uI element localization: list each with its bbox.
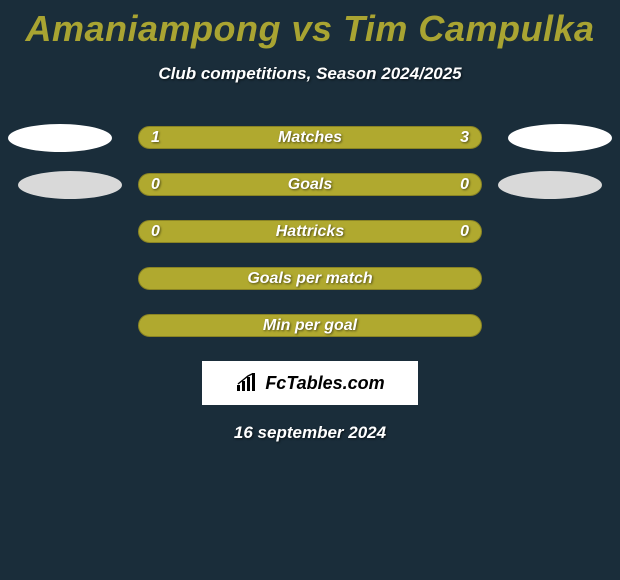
stat-label: Goals xyxy=(288,176,332,194)
stat-bar: 0 Hattricks 0 xyxy=(138,220,482,243)
stat-label: Min per goal xyxy=(263,317,357,335)
stat-label: Goals per match xyxy=(247,270,372,288)
stat-value-right: 0 xyxy=(460,223,469,241)
source-badge[interactable]: FcTables.com xyxy=(202,361,418,405)
stat-label: Hattricks xyxy=(276,223,344,241)
stat-row: 1 Matches 3 xyxy=(0,126,620,149)
ellipse-icon xyxy=(508,124,612,152)
stat-value-right: 0 xyxy=(460,176,469,194)
stat-value-left: 0 xyxy=(151,176,160,194)
stat-value-left: 1 xyxy=(151,129,160,147)
stat-row: Min per goal xyxy=(0,314,620,337)
stat-value-right: 3 xyxy=(460,129,469,147)
ellipse-icon xyxy=(498,171,602,199)
stat-row: Goals per match xyxy=(0,267,620,290)
stat-bar: 0 Goals 0 xyxy=(138,173,482,196)
badge-text: FcTables.com xyxy=(265,373,384,394)
ellipse-icon xyxy=(18,171,122,199)
ellipse-icon xyxy=(8,124,112,152)
stat-value-left: 0 xyxy=(151,223,160,241)
subtitle: Club competitions, Season 2024/2025 xyxy=(0,64,620,84)
stat-row: 0 Hattricks 0 xyxy=(0,220,620,243)
stat-row: 0 Goals 0 xyxy=(0,173,620,196)
stat-bar: Goals per match xyxy=(138,267,482,290)
bars-icon xyxy=(235,373,261,393)
stat-rows: 1 Matches 3 0 Goals 0 0 Hattricks 0 Goal… xyxy=(0,126,620,337)
page-title: Amaniampong vs Tim Campulka xyxy=(0,0,620,50)
stat-bar: 1 Matches 3 xyxy=(138,126,482,149)
date-label: 16 september 2024 xyxy=(0,423,620,443)
stat-bar: Min per goal xyxy=(138,314,482,337)
stat-label: Matches xyxy=(278,129,342,147)
